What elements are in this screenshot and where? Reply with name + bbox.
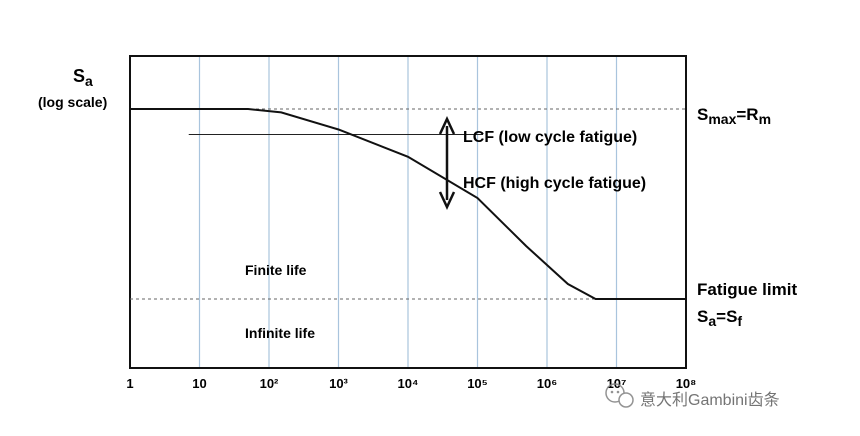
x-tick-label: 10⁵ [467,376,488,391]
x-tick-label: 10 [192,376,206,391]
x-tick-label: 10⁸ [676,376,697,391]
lcf-label: LCF (low cycle fatigue) [463,129,637,146]
x-tick-labels: 1 10 10² 10³ 10⁴ 10⁵ 10⁶ 10⁷ 10⁸ [126,376,696,391]
x-tick-label: 10³ [329,376,348,391]
wechat-icon [605,383,634,408]
sa-sf-label: Sa=Sf [697,307,742,329]
finite-life-label: Finite life [245,262,307,278]
gridlines [198,56,618,368]
smax-rm-label: Smax=Rm [697,105,771,127]
x-tick-label: 1 [126,376,133,391]
hcf-label: HCF (high cycle fatigue) [463,175,646,192]
x-tick-label: 10² [260,376,279,391]
sn-curve-line [130,108,686,300]
infinite-life-label: Infinite life [245,325,315,341]
watermark: 意大利Gambini齿条 [605,383,780,409]
fatigue-limit-label: Fatigue limit [697,280,797,299]
lcf-hcf-arrow [438,116,456,210]
plot-frame [129,55,687,369]
x-tick-label: 10⁶ [537,376,557,391]
watermark-text: 意大利Gambini齿条 [640,390,780,409]
y-axis-scale-note: (log scale) [38,94,107,110]
x-tick-label: 10⁴ [398,376,419,391]
y-axis-label: Sa [73,66,93,89]
